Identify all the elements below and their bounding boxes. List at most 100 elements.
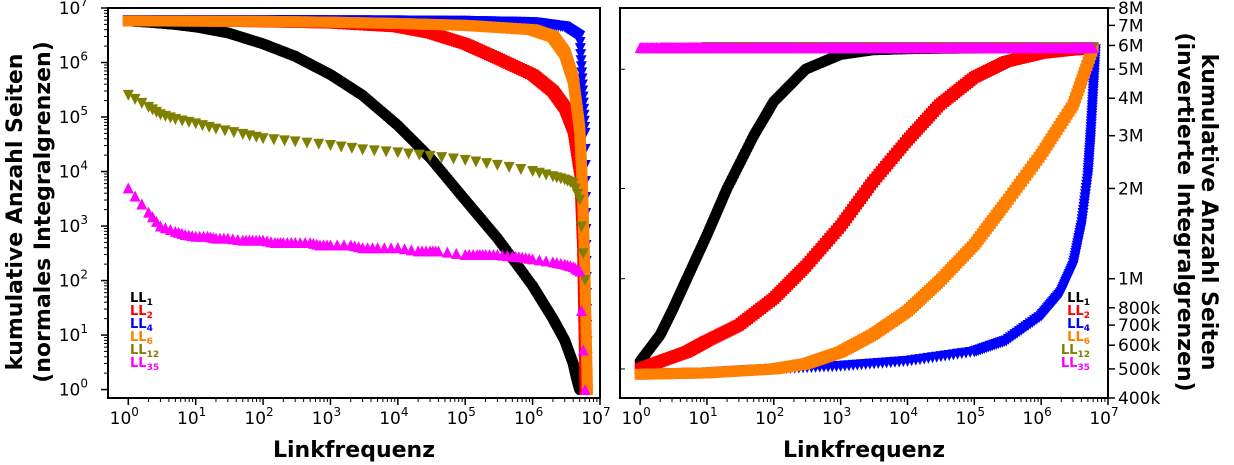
- data-point: [577, 205, 589, 217]
- data-point: [577, 344, 589, 356]
- data-point: [574, 31, 586, 43]
- y-tick-label: 106: [59, 50, 88, 74]
- data-point: [574, 43, 586, 55]
- data-point: [470, 156, 482, 168]
- right-y-label-line-2: (invertierte Integralgrenzen): [1172, 32, 1197, 391]
- data-point: [578, 222, 590, 234]
- data-point: [441, 246, 453, 258]
- data-point: [579, 281, 591, 293]
- data-point: [576, 67, 588, 79]
- y-tick-label: 6M: [1118, 36, 1143, 56]
- data-point: [578, 228, 590, 240]
- data-point: [278, 135, 290, 147]
- data-point: [581, 370, 593, 382]
- data-point: [380, 146, 392, 158]
- data-point: [289, 136, 301, 148]
- right-y-label-line-1: kumulative Anzahl Seiten: [1196, 54, 1221, 371]
- y-tick-label: 3M: [1118, 127, 1143, 147]
- x-tick-label: 106: [1023, 405, 1052, 429]
- y-tick-label: 5M: [1118, 60, 1143, 80]
- data-point: [576, 73, 588, 85]
- right-x-label: Linkfrequenz: [783, 438, 945, 463]
- series-ll12: [122, 89, 591, 287]
- data-point: [481, 158, 493, 170]
- y-tick-label: 107: [59, 0, 88, 19]
- data-point: [576, 79, 588, 91]
- data-point: [540, 255, 552, 267]
- data-point: [129, 190, 141, 202]
- data-point: [324, 140, 336, 152]
- data-point: [432, 245, 444, 257]
- left-panel: kumulative Anzahl Seiten (normales Integ…: [3, 0, 611, 463]
- data-point: [579, 295, 591, 307]
- data-point: [577, 199, 589, 211]
- data-point: [447, 153, 459, 165]
- data-point: [257, 133, 269, 145]
- data-point: [579, 263, 591, 275]
- data-point: [424, 150, 436, 162]
- y-tick-label: 104: [59, 159, 88, 183]
- data-point: [436, 152, 448, 164]
- data-point: [581, 356, 593, 368]
- y-tick-label: 103: [59, 213, 88, 237]
- data-point: [228, 127, 240, 139]
- y-tick-label: 800k: [1118, 299, 1160, 319]
- data-point: [579, 275, 591, 287]
- data-point: [219, 125, 231, 137]
- data-point: [580, 329, 592, 341]
- data-point: [578, 234, 590, 246]
- data-point: [579, 384, 591, 396]
- x-tick-label: 104: [379, 405, 408, 429]
- y-tick-label: 4M: [1118, 89, 1143, 109]
- x-tick-label: 101: [177, 405, 206, 429]
- data-point: [577, 248, 589, 260]
- data-point: [580, 336, 592, 348]
- right-series-group: [634, 42, 1101, 380]
- data-point: [575, 55, 587, 67]
- y-tick-label: 400k: [1118, 389, 1160, 409]
- series-ll35: [634, 42, 1099, 54]
- data-point: [577, 211, 589, 223]
- data-point: [313, 138, 325, 150]
- x-tick-label: 101: [688, 405, 717, 429]
- data-point: [459, 154, 471, 166]
- y-tick-label: 102: [59, 268, 88, 292]
- data-point: [268, 134, 280, 146]
- data-point: [392, 147, 404, 159]
- data-point: [503, 161, 515, 173]
- data-point: [527, 253, 539, 265]
- data-point: [579, 257, 591, 269]
- x-tick-label: 106: [514, 405, 543, 429]
- y-tick-label: 500k: [1118, 360, 1160, 380]
- data-point: [357, 144, 369, 156]
- data-point: [575, 49, 587, 61]
- data-point: [579, 288, 591, 300]
- y-tick-label: 2M: [1118, 179, 1143, 199]
- right-plot-frame: [619, 7, 1109, 399]
- data-point: [580, 302, 592, 314]
- data-point: [581, 377, 593, 389]
- x-tick-label: 100: [621, 405, 650, 429]
- data-point: [577, 194, 589, 206]
- left-series-group: [122, 14, 593, 396]
- data-point: [346, 142, 358, 154]
- data-point: [581, 343, 593, 355]
- data-point: [122, 89, 134, 101]
- left-x-label: Linkfrequenz: [273, 438, 435, 463]
- x-tick-label: 107: [1089, 405, 1118, 429]
- x-tick-label: 105: [447, 405, 476, 429]
- x-tick-label: 107: [581, 405, 610, 429]
- data-point: [575, 61, 587, 73]
- data-point: [136, 97, 148, 109]
- data-point: [392, 242, 404, 254]
- y-tick-label: 8M: [1118, 0, 1143, 19]
- data-point: [399, 243, 411, 255]
- x-tick-label: 103: [312, 405, 341, 429]
- x-tick-label: 100: [110, 405, 139, 429]
- data-point: [1087, 42, 1099, 54]
- data-point: [403, 148, 415, 160]
- y-tick-label: 100: [59, 377, 88, 401]
